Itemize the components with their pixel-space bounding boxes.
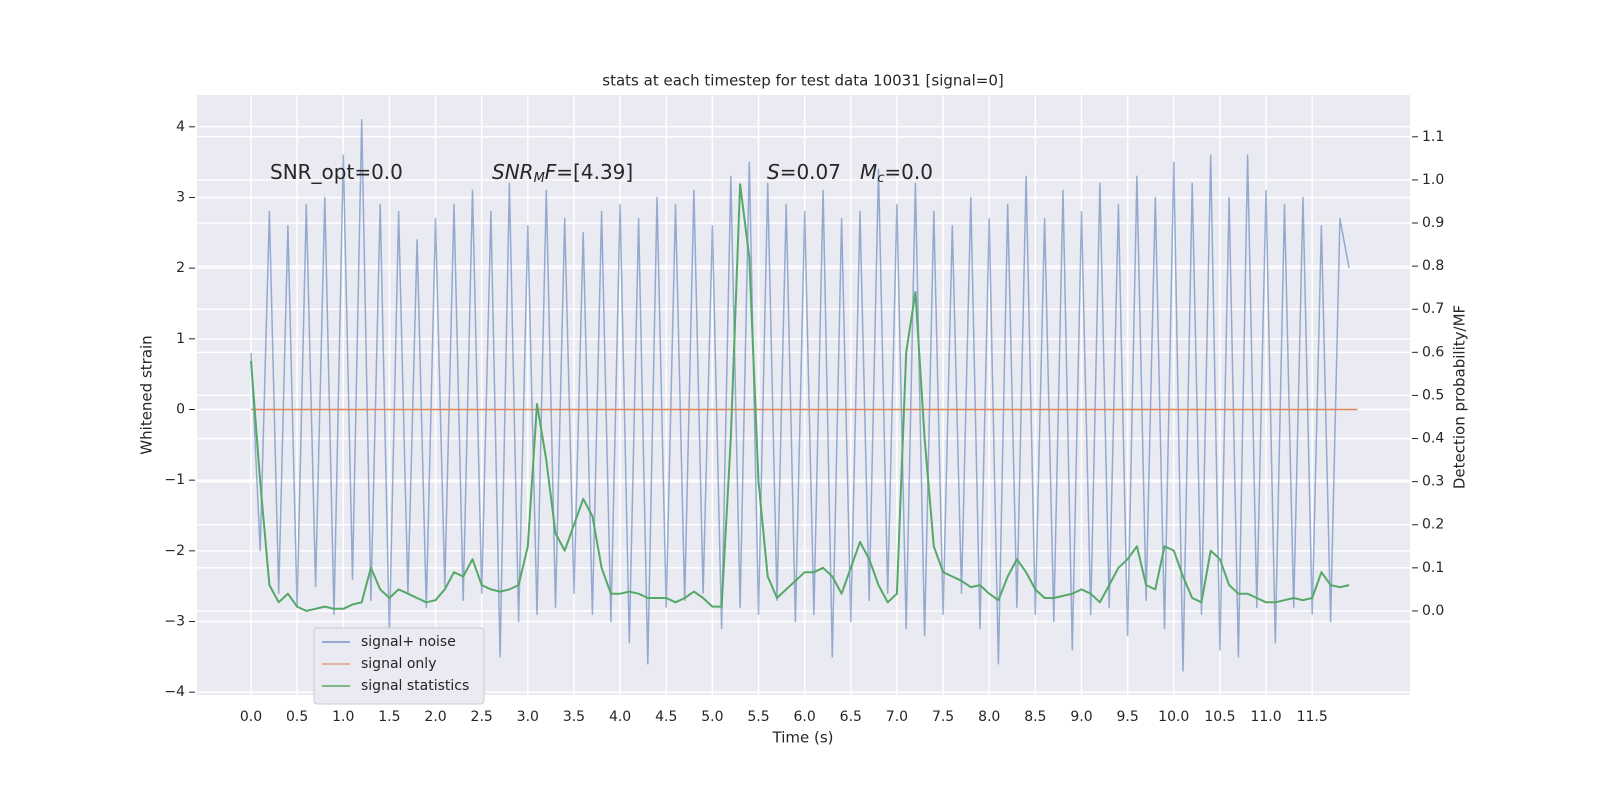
y-tick-label: −1	[164, 472, 185, 488]
y2-tick-label: 0.4	[1422, 431, 1444, 447]
annotation-part: M	[534, 171, 545, 186]
x-tick-label: 7.0	[886, 709, 908, 725]
annotation: Mc=0.0	[860, 160, 933, 186]
x-tick-label: 6.0	[794, 709, 816, 725]
x-tick-label: 5.0	[701, 709, 723, 725]
x-tick-label: 0.0	[240, 709, 262, 725]
labels: 0.0 0.5 1.0 1.5 2.0 2.5 3.0 3.5 4.0 4.5 5.0 5.5 6.0 6…	[164, 119, 1444, 725]
annotation-part: c	[877, 171, 884, 186]
x-tick-label: 10.0	[1158, 709, 1189, 725]
x-tick-label: 11.5	[1297, 709, 1328, 725]
x-tick-label: 2.0	[424, 709, 446, 725]
y2-tick-label: 0.7	[1422, 301, 1444, 317]
annotation-part: SNR	[492, 160, 534, 184]
y2-tick-label: 0.6	[1422, 344, 1444, 360]
annotation-part: M	[860, 160, 877, 184]
chart-title: stats at each timestep for test data 100…	[602, 72, 1003, 90]
y2-tick-label: 0.5	[1422, 387, 1444, 403]
annotation-part: =0.07	[780, 160, 841, 184]
x-tick-label: 3.0	[517, 709, 539, 725]
annotation: SNRMF=[4.39]	[492, 160, 633, 186]
y-axis-label: Whitened strain	[138, 335, 156, 454]
legend-label: signal statistics	[361, 678, 469, 694]
annotation: SNR_opt=0.0	[270, 160, 403, 184]
x-tick-label: 8.5	[1024, 709, 1046, 725]
y-tick-label: −3	[164, 614, 185, 630]
x-tick-label: 1.0	[332, 709, 354, 725]
legend-label: signal only	[361, 656, 436, 672]
y-tick-label: 2	[176, 260, 185, 276]
annotation-part: =[4.39]	[556, 160, 633, 184]
y-tick-label: −4	[164, 684, 185, 700]
y-tick-label: −2	[164, 543, 185, 559]
y2-tick-label: 1.0	[1422, 172, 1444, 188]
x-tick-label: 4.5	[655, 709, 677, 725]
x-tick-label: 9.0	[1070, 709, 1092, 725]
annotation: S=0.07	[767, 160, 841, 184]
annotation-part: S	[767, 160, 780, 184]
x-tick-label: 8.0	[978, 709, 1000, 725]
y2-tick-label: 0.1	[1422, 560, 1444, 576]
x-tick-label: 11.0	[1250, 709, 1281, 725]
x-axis-label: Time (s)	[772, 729, 834, 747]
annotation-part: F	[545, 160, 557, 184]
y2-tick-label: 0.8	[1422, 258, 1444, 274]
x-tick-label: 10.5	[1204, 709, 1235, 725]
series-line	[250, 118, 1350, 672]
x-tick-label: 3.5	[563, 709, 585, 725]
x-tick-label: 7.5	[932, 709, 954, 725]
annotation-part: SNR_opt=0.0	[270, 160, 403, 184]
y2-tick-label: 1.1	[1422, 129, 1444, 145]
y2-tick-label: 0.0	[1422, 603, 1444, 619]
y-tick-label: 4	[176, 119, 185, 135]
legend-label: signal+ noise	[361, 634, 456, 650]
y-tick-label: 1	[176, 331, 185, 347]
x-tick-label: 1.5	[378, 709, 400, 725]
y-tick-label: 0	[176, 401, 185, 417]
y2-axis-label: Detection probability/MF	[1451, 305, 1469, 489]
x-tick-label: 9.5	[1116, 709, 1138, 725]
y-tick-label: 3	[176, 189, 185, 205]
legend-box	[313, 627, 485, 705]
annotation-part: =0.0	[884, 160, 933, 184]
y2-tick-label: 0.3	[1422, 474, 1444, 490]
x-tick-label: 0.5	[286, 709, 308, 725]
x-tick-label: 6.5	[840, 709, 862, 725]
marks	[250, 118, 1358, 672]
x-tick-label: 2.5	[471, 709, 493, 725]
series-line	[250, 183, 1350, 612]
x-tick-label: 5.5	[747, 709, 769, 725]
y2-tick-label: 0.2	[1422, 517, 1444, 533]
legend: signal+ noise signal only signal statistic…	[313, 627, 485, 705]
y2-tick-label: 0.9	[1422, 215, 1444, 231]
x-tick-label: 4.0	[609, 709, 631, 725]
